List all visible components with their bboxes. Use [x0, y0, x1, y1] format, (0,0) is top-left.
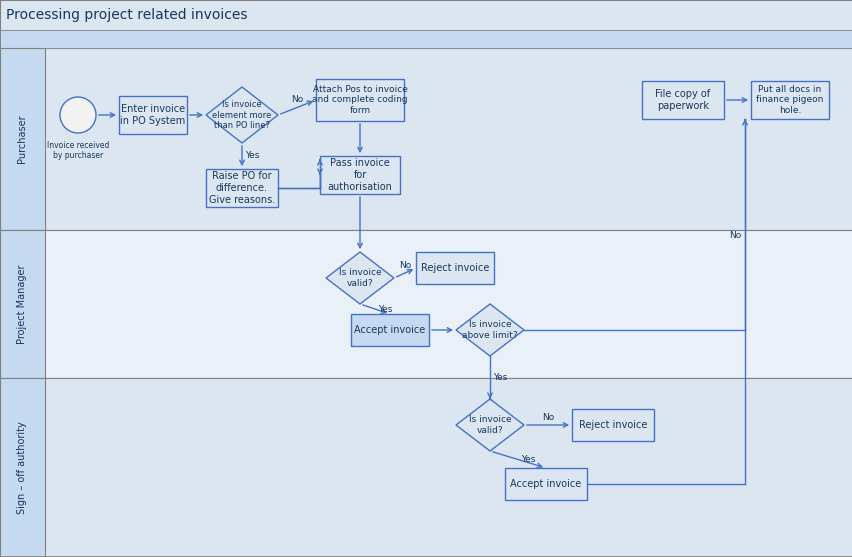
Text: Reject invoice: Reject invoice	[420, 263, 488, 273]
Text: Sign – off authority: Sign – off authority	[18, 421, 27, 514]
Text: Put all docs in
finance pigeon
hole.: Put all docs in finance pigeon hole.	[756, 85, 823, 115]
Bar	[572, 409, 653, 441]
Bar	[0, 230, 852, 378]
Text: Processing project related invoices: Processing project related invoices	[6, 8, 247, 22]
Text: Yes: Yes	[521, 455, 535, 464]
Text: Is invoice
above limit?: Is invoice above limit?	[462, 320, 517, 340]
Text: Is invoice
valid?: Is invoice valid?	[338, 268, 381, 288]
Bar	[0, 0, 852, 30]
Polygon shape	[206, 87, 278, 143]
Text: Reject invoice: Reject invoice	[579, 420, 647, 430]
Text: No: No	[291, 95, 302, 105]
Polygon shape	[456, 304, 523, 356]
Text: File copy of
paperwork: File copy of paperwork	[654, 89, 710, 111]
Bar	[0, 30, 852, 48]
Text: Invoice received
by purchaser: Invoice received by purchaser	[47, 141, 109, 160]
Bar	[206, 169, 278, 207]
Bar	[315, 79, 404, 121]
Polygon shape	[325, 252, 394, 304]
Bar	[0, 48, 45, 230]
Text: No: No	[541, 413, 554, 422]
Text: Enter invoice
in PO System: Enter invoice in PO System	[120, 104, 186, 126]
Text: Is invoice
valid?: Is invoice valid?	[468, 416, 510, 434]
Text: Yes: Yes	[245, 152, 259, 160]
Bar	[0, 48, 852, 230]
Text: Accept invoice: Accept invoice	[354, 325, 425, 335]
Text: No: No	[728, 231, 740, 240]
Bar	[642, 81, 723, 119]
Bar	[119, 96, 187, 134]
Bar	[504, 468, 586, 500]
Bar	[0, 230, 45, 378]
Text: Is invoice
element more
than PO line?: Is invoice element more than PO line?	[212, 100, 272, 130]
Bar	[0, 378, 852, 557]
Bar	[350, 314, 429, 346]
Text: Raise PO for
difference.
Give reasons.: Raise PO for difference. Give reasons.	[209, 172, 275, 204]
Text: No: No	[399, 261, 411, 270]
Text: Pass invoice
for
authorisation: Pass invoice for authorisation	[327, 158, 392, 192]
Bar	[750, 81, 828, 119]
Bar	[320, 156, 400, 194]
Text: Yes: Yes	[377, 305, 392, 314]
Text: Yes: Yes	[492, 373, 507, 382]
Bar	[0, 378, 45, 557]
Text: Attach Pos to invoice
and complete coding
form: Attach Pos to invoice and complete codin…	[312, 85, 407, 115]
Circle shape	[60, 97, 96, 133]
Polygon shape	[456, 399, 523, 451]
Bar	[416, 252, 493, 284]
Text: Purchaser: Purchaser	[18, 115, 27, 163]
Text: Project Manager: Project Manager	[18, 264, 27, 344]
Text: Accept invoice: Accept invoice	[509, 479, 581, 489]
